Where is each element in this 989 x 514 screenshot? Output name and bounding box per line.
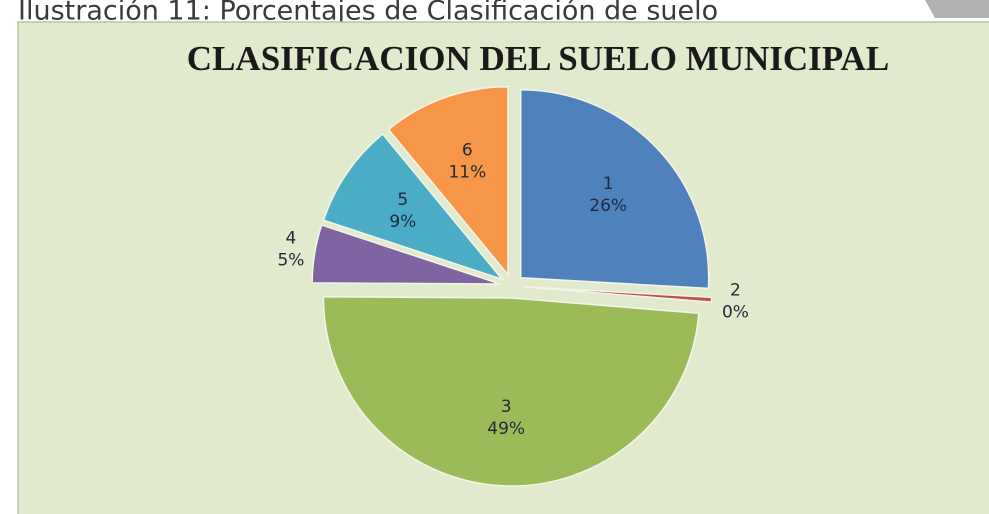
slice-value-label: 11% (448, 162, 486, 182)
slice-category-label: 4 (286, 229, 297, 249)
slice-category-label: 2 (730, 280, 741, 300)
pie-slice (311, 224, 501, 285)
pie-slice (519, 89, 710, 290)
slice-value-label: 49% (487, 419, 525, 439)
slice-category-label: 6 (462, 140, 473, 160)
pie-slice (387, 85, 509, 277)
slice-category-label: 1 (603, 174, 614, 194)
slice-category-label: 5 (397, 190, 408, 210)
slice-value-label: 26% (589, 196, 627, 216)
slice-value-label: 9% (389, 212, 416, 232)
slice-value-label: 5% (277, 251, 304, 271)
pie-slice (523, 286, 713, 303)
corner-shape (925, 0, 989, 18)
slice-value-label: 0% (722, 302, 749, 322)
chart-title: CLASIFICACION DEL SUELO MUNICIPAL (187, 39, 889, 78)
pie-slice (322, 132, 505, 281)
pie-slice (322, 296, 700, 487)
slice-category-label: 3 (501, 397, 512, 417)
